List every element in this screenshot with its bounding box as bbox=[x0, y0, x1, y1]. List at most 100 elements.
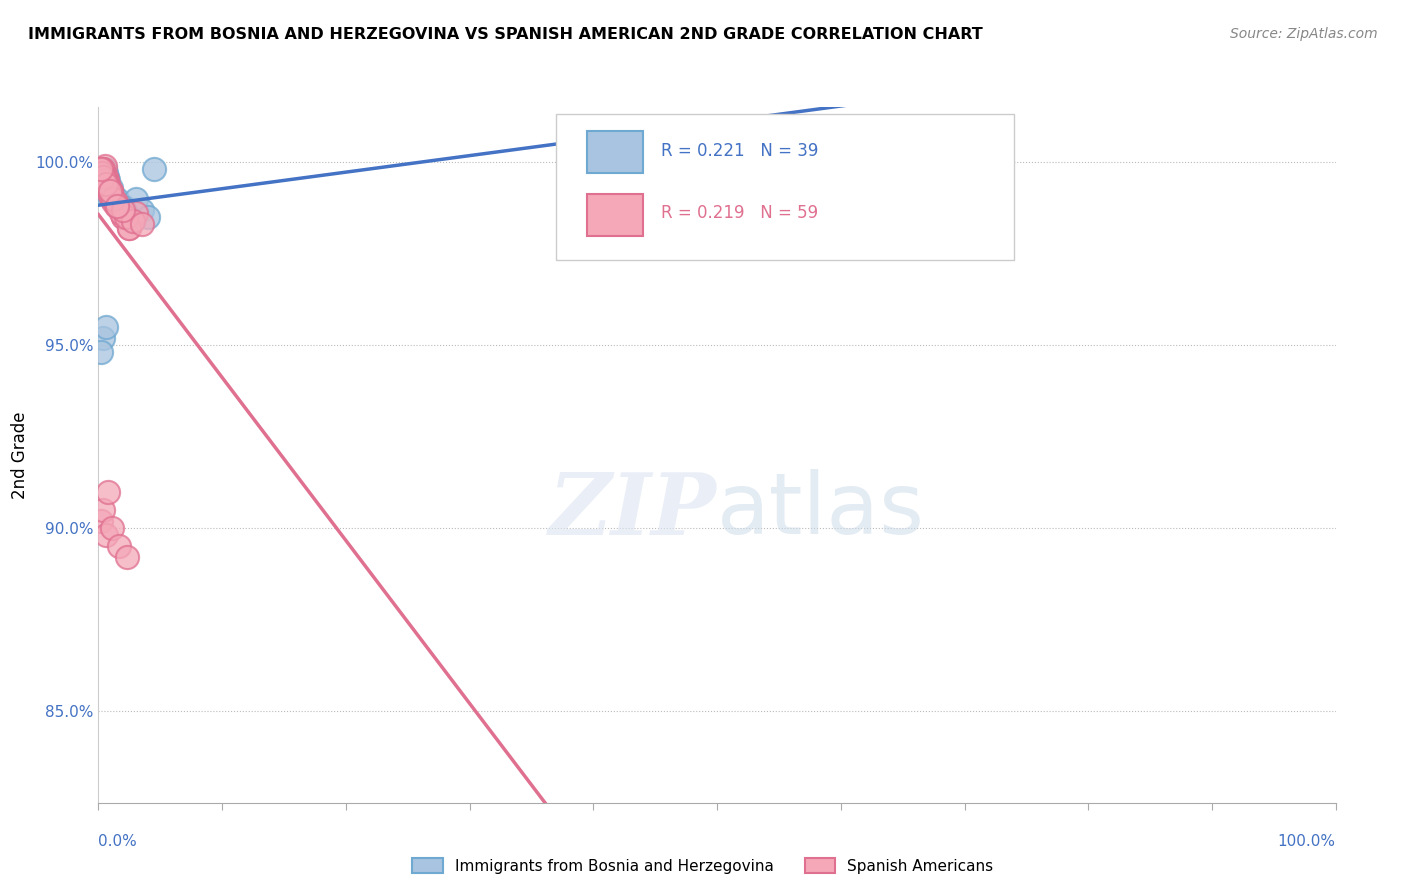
Text: atlas: atlas bbox=[717, 469, 925, 552]
Point bbox=[103, 188, 125, 202]
Point bbox=[124, 192, 146, 206]
Point bbox=[93, 162, 115, 177]
Point bbox=[96, 169, 118, 184]
Point bbox=[93, 169, 115, 184]
Point bbox=[93, 169, 115, 184]
Point bbox=[112, 199, 135, 213]
Point bbox=[114, 210, 136, 224]
Point bbox=[90, 514, 112, 528]
Text: Source: ZipAtlas.com: Source: ZipAtlas.com bbox=[1230, 27, 1378, 41]
Point bbox=[136, 210, 159, 224]
Point bbox=[103, 195, 125, 210]
Point bbox=[100, 184, 122, 198]
Point bbox=[104, 195, 127, 210]
Point bbox=[100, 184, 122, 198]
Point bbox=[94, 177, 117, 191]
Point bbox=[91, 177, 114, 191]
Point bbox=[143, 162, 166, 177]
Text: 0.0%: 0.0% bbox=[98, 834, 138, 849]
Point bbox=[112, 210, 135, 224]
Point bbox=[97, 173, 120, 187]
Point bbox=[94, 177, 117, 191]
Point bbox=[91, 162, 114, 177]
Point bbox=[105, 199, 128, 213]
Point bbox=[93, 169, 115, 184]
Point bbox=[93, 159, 115, 173]
FancyBboxPatch shape bbox=[588, 194, 643, 235]
Point bbox=[91, 180, 114, 194]
Point bbox=[93, 169, 115, 184]
Point bbox=[93, 169, 115, 184]
Point bbox=[131, 202, 153, 217]
Point bbox=[105, 192, 128, 206]
Point bbox=[98, 184, 121, 198]
Point bbox=[131, 217, 153, 231]
Point bbox=[122, 213, 145, 227]
Point bbox=[91, 166, 114, 180]
Point bbox=[100, 188, 122, 202]
Point bbox=[97, 188, 120, 202]
Point bbox=[96, 180, 118, 194]
Text: R = 0.219   N = 59: R = 0.219 N = 59 bbox=[661, 203, 818, 222]
Point bbox=[91, 180, 114, 194]
Point bbox=[97, 184, 120, 198]
Point bbox=[90, 173, 112, 187]
Point bbox=[108, 540, 131, 554]
Point bbox=[122, 213, 145, 227]
Point bbox=[110, 206, 132, 220]
Point bbox=[104, 195, 127, 210]
Point bbox=[94, 528, 117, 542]
Point bbox=[101, 521, 124, 535]
Point bbox=[118, 220, 141, 235]
Point bbox=[124, 206, 146, 220]
Text: IMMIGRANTS FROM BOSNIA AND HERZEGOVINA VS SPANISH AMERICAN 2ND GRADE CORRELATION: IMMIGRANTS FROM BOSNIA AND HERZEGOVINA V… bbox=[28, 27, 983, 42]
Point bbox=[94, 177, 117, 191]
Point bbox=[103, 192, 125, 206]
Point bbox=[96, 173, 118, 187]
Point bbox=[96, 180, 118, 194]
Point bbox=[98, 184, 121, 198]
Point bbox=[98, 188, 121, 202]
Point bbox=[112, 202, 135, 217]
Point bbox=[91, 166, 114, 180]
Point bbox=[104, 199, 127, 213]
Point bbox=[97, 177, 120, 191]
Point bbox=[94, 177, 117, 191]
Point bbox=[94, 177, 117, 191]
Point bbox=[97, 484, 120, 499]
Point bbox=[101, 192, 124, 206]
Point bbox=[103, 192, 125, 206]
Point bbox=[110, 199, 132, 213]
Point bbox=[93, 503, 115, 517]
Point bbox=[98, 188, 121, 202]
Point bbox=[91, 166, 114, 180]
Point bbox=[100, 180, 122, 194]
Point bbox=[114, 206, 136, 220]
Point bbox=[93, 169, 115, 184]
Point bbox=[103, 195, 125, 210]
Point bbox=[91, 177, 114, 191]
Point bbox=[96, 177, 118, 191]
Text: 100.0%: 100.0% bbox=[1278, 834, 1336, 849]
Point bbox=[94, 319, 117, 334]
Point bbox=[90, 345, 112, 359]
Point bbox=[101, 192, 124, 206]
Point bbox=[90, 162, 112, 177]
Point bbox=[94, 166, 117, 180]
Point bbox=[103, 192, 125, 206]
Legend: Immigrants from Bosnia and Herzegovina, Spanish Americans: Immigrants from Bosnia and Herzegovina, … bbox=[406, 852, 1000, 880]
FancyBboxPatch shape bbox=[557, 114, 1014, 260]
FancyBboxPatch shape bbox=[588, 131, 643, 173]
Point bbox=[93, 169, 115, 184]
Point bbox=[118, 210, 141, 224]
Point bbox=[100, 184, 122, 198]
Point bbox=[98, 184, 121, 198]
Point bbox=[105, 199, 128, 213]
Text: R = 0.221   N = 39: R = 0.221 N = 39 bbox=[661, 142, 818, 160]
Point bbox=[93, 173, 115, 187]
Point bbox=[94, 169, 117, 184]
Y-axis label: 2nd Grade: 2nd Grade bbox=[11, 411, 28, 499]
Point bbox=[93, 169, 115, 184]
Point bbox=[118, 220, 141, 235]
Point bbox=[93, 173, 115, 187]
